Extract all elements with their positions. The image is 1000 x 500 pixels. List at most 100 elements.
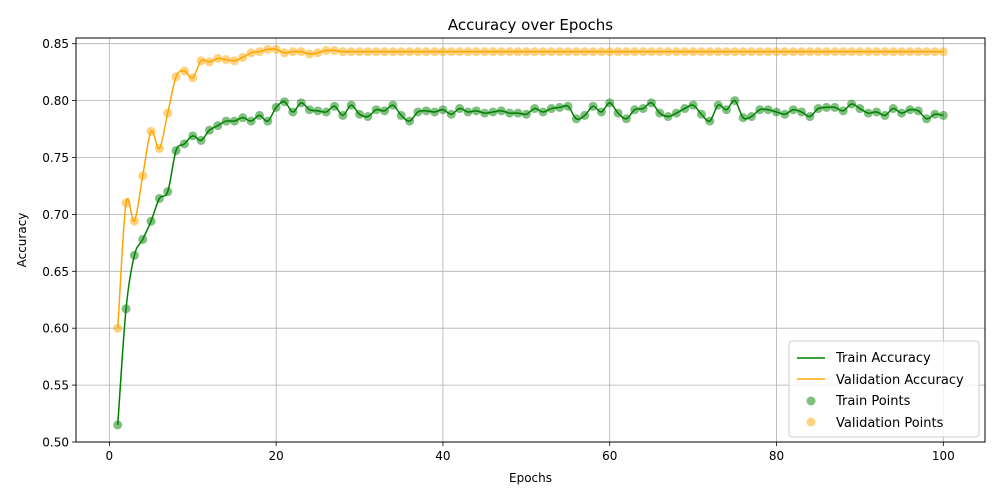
- train-point: [221, 116, 231, 126]
- validation-point: [880, 47, 890, 57]
- validation-point: [263, 44, 273, 54]
- validation-point: [305, 49, 315, 59]
- train-point: [880, 110, 890, 120]
- validation-point: [463, 47, 473, 57]
- train-point: [288, 107, 298, 117]
- chart-title: Accuracy over Epochs: [448, 16, 613, 34]
- train-point: [830, 102, 840, 112]
- validation-point: [396, 47, 406, 57]
- train-point: [746, 112, 756, 122]
- train-point: [913, 106, 923, 116]
- validation-point: [113, 323, 123, 333]
- train-point: [129, 250, 139, 260]
- validation-point: [413, 47, 423, 57]
- train-point: [571, 114, 581, 124]
- validation-point: [713, 47, 723, 57]
- train-point: [279, 97, 289, 107]
- y-tick-label: 0.65: [42, 265, 69, 279]
- validation-point: [813, 47, 823, 57]
- validation-point: [179, 66, 189, 76]
- validation-point: [204, 57, 214, 67]
- train-point: [521, 109, 531, 119]
- train-point: [396, 110, 406, 120]
- train-point: [555, 102, 565, 112]
- train-point: [246, 116, 256, 126]
- validation-point: [646, 47, 656, 57]
- train-point: [863, 108, 873, 118]
- validation-point: [221, 55, 231, 65]
- train-point: [488, 107, 498, 117]
- train-point: [822, 102, 832, 112]
- y-tick-label: 0.75: [42, 151, 69, 165]
- x-tick-label: 100: [932, 449, 955, 463]
- validation-point: [279, 48, 289, 58]
- train-point: [121, 304, 131, 314]
- validation-point: [196, 56, 206, 66]
- validation-point: [847, 47, 857, 57]
- validation-point: [321, 46, 331, 56]
- train-point: [613, 108, 623, 118]
- train-point: [596, 107, 606, 117]
- validation-point: [213, 53, 223, 63]
- validation-point: [188, 73, 198, 83]
- validation-point: [938, 47, 948, 57]
- validation-point: [772, 47, 782, 57]
- validation-point: [746, 47, 756, 57]
- validation-point: [788, 47, 798, 57]
- train-point: [580, 110, 590, 120]
- axis-ticks: 0 20 40 60 80 100 0.50 0.55 0.60 0.65 0.70 0.75 0.80…: [42, 37, 954, 463]
- validation-point: [605, 47, 615, 57]
- train-point: [179, 139, 189, 149]
- validation-point: [563, 47, 573, 57]
- train-point: [480, 108, 490, 118]
- train-point: [780, 109, 790, 119]
- legend-validation-accuracy-label: Validation Accuracy: [836, 373, 964, 388]
- validation-point: [488, 47, 498, 57]
- train-point: [188, 131, 198, 141]
- validation-point: [830, 47, 840, 57]
- x-tick-label: 0: [106, 449, 114, 463]
- train-point: [113, 420, 123, 430]
- train-point: [847, 99, 857, 109]
- train-point: [872, 107, 882, 117]
- train-point: [538, 107, 548, 117]
- y-tick-label: 0.70: [42, 208, 69, 222]
- plot-frame: [75, 37, 986, 443]
- validation-point: [146, 126, 156, 136]
- train-point: [838, 106, 848, 116]
- validation-point: [571, 47, 581, 57]
- train-point: [438, 105, 448, 115]
- train-point: [238, 113, 248, 123]
- train-point: [638, 104, 648, 114]
- validation-point: [438, 47, 448, 57]
- validation-point: [513, 47, 523, 57]
- train-point: [146, 216, 156, 226]
- validation-point: [688, 47, 698, 57]
- validation-point: [171, 72, 181, 82]
- validation-point: [863, 47, 873, 57]
- train-point: [671, 108, 681, 118]
- validation-point: [496, 47, 506, 57]
- validation-point: [671, 47, 681, 57]
- train-point: [905, 105, 915, 115]
- validation-point: [780, 47, 790, 57]
- train-point: [355, 109, 365, 119]
- train-point: [321, 107, 331, 117]
- train-point: [371, 105, 381, 115]
- legend: Train Accuracy Validation Accuracy Train…: [788, 340, 980, 438]
- validation-point: [797, 47, 807, 57]
- train-point: [388, 100, 398, 110]
- validation-point: [580, 47, 590, 57]
- train-point: [196, 135, 206, 145]
- validation-point: [663, 47, 673, 57]
- validation-point: [538, 47, 548, 57]
- legend-train-points-swatch: [806, 396, 816, 406]
- legend-validation-points-swatch: [806, 417, 816, 427]
- validation-point: [338, 47, 348, 57]
- train-point: [330, 101, 340, 111]
- train-point: [855, 104, 865, 114]
- train-point: [888, 104, 898, 114]
- y-tick-label: 0.80: [42, 94, 69, 108]
- validation-point: [430, 47, 440, 57]
- validation-point: [838, 47, 848, 57]
